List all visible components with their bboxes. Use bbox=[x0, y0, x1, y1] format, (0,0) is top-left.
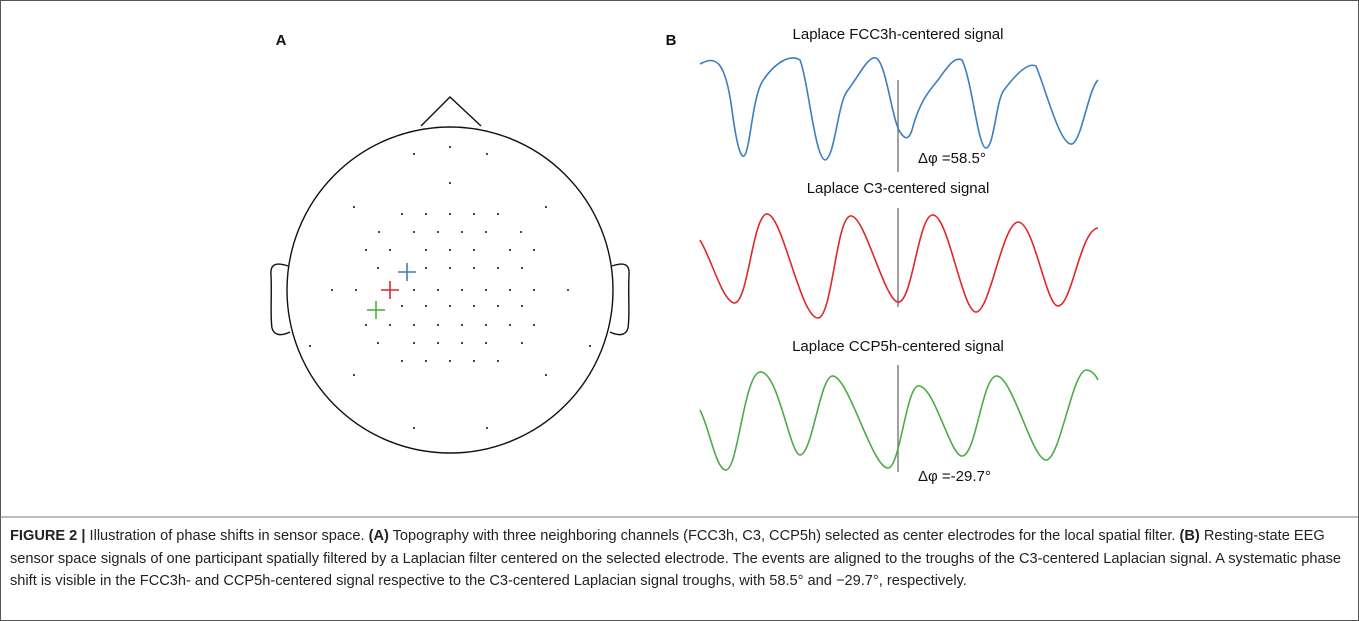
caption-text: Topography with three neighboring channe… bbox=[392, 528, 1176, 544]
signal-trace bbox=[699, 369, 1099, 471]
panel-label: B bbox=[666, 32, 677, 49]
selected-electrodes bbox=[367, 263, 416, 319]
figure: A B Laplace FCC3h-centered signal Δφ =58… bbox=[0, 26, 1359, 518]
caption-text: Resting-state EEG sensor space signals o… bbox=[10, 528, 1342, 590]
signal-trace bbox=[699, 213, 1099, 319]
signal-title: Laplace CCP5h-centered signal bbox=[792, 338, 1004, 355]
signal-trace bbox=[699, 57, 1099, 161]
signal-title: Laplace FCC3h-centered signal bbox=[793, 26, 1004, 43]
phase-annotation: Δφ =-29.7° bbox=[918, 468, 991, 485]
caption-intro: Illustration of phase shifts in sensor s… bbox=[89, 528, 365, 544]
signal-title: Laplace C3-centered signal bbox=[807, 180, 990, 197]
caption-panel-label: (A) bbox=[368, 528, 389, 544]
electrodes bbox=[309, 146, 591, 429]
caption-label: FIGURE 2 | bbox=[10, 528, 86, 544]
caption-panel-label: (B) bbox=[1179, 528, 1200, 544]
caption: FIGURE 2 | Illustration of phase shifts … bbox=[10, 525, 1345, 593]
head-outline bbox=[270, 96, 630, 454]
phase-annotation: Δφ =58.5° bbox=[918, 150, 986, 167]
panel-label: A bbox=[276, 32, 287, 49]
